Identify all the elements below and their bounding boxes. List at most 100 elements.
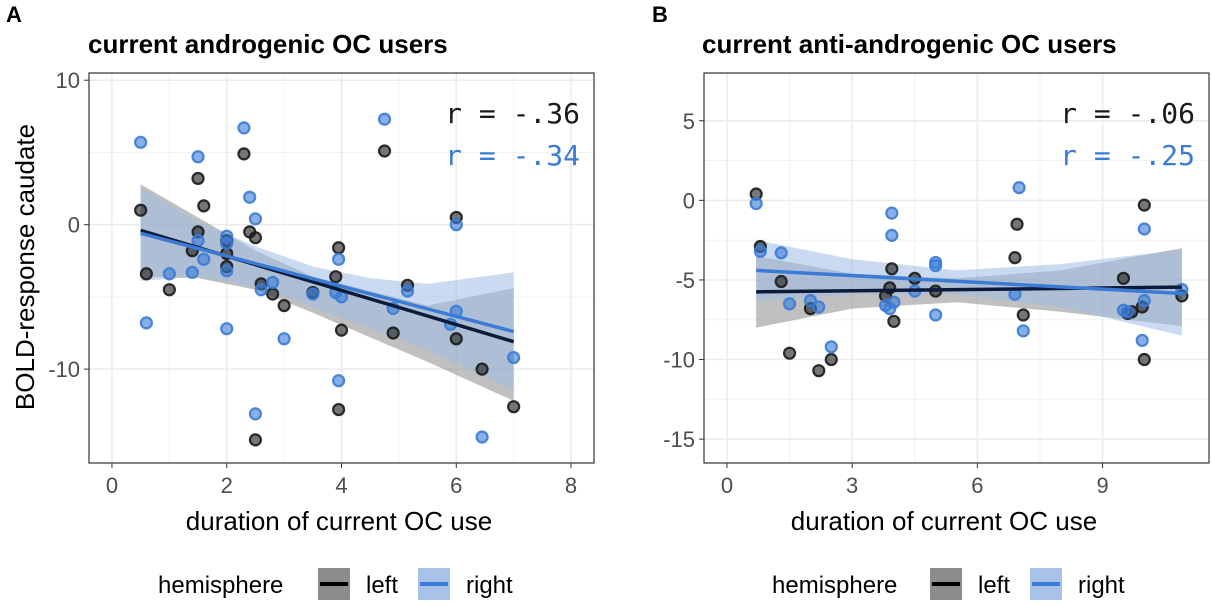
x-tick-label: 6 <box>450 473 462 498</box>
data-point-left <box>266 287 280 301</box>
panel-b-plot-area: 0 3 6 9 -15 -10 -5 0 5 r = -.06 r = -.25 <box>663 72 1210 498</box>
legend-a-label-left: left <box>366 572 398 599</box>
panel-a-letter: A <box>6 2 22 27</box>
fit-line-right <box>140 231 515 334</box>
r-annotation-left: r = -.06 <box>1060 97 1195 130</box>
data-point-right <box>753 244 767 258</box>
data-point-left <box>334 323 349 337</box>
data-point-right <box>185 265 199 279</box>
fit-line-right <box>756 268 1182 296</box>
data-point-left <box>824 352 838 367</box>
panel-b: B current anti-androgenic OC users 0 3 6 9 -… <box>652 2 1210 536</box>
data-point-right <box>774 246 788 260</box>
data-point-right <box>306 287 320 301</box>
data-point-right <box>812 300 826 314</box>
data-point-right <box>782 297 797 311</box>
data-point-left <box>386 326 400 340</box>
r-annotation-right: r = -.25 <box>1060 139 1195 172</box>
data-point-left <box>887 314 901 328</box>
y-tick-label: 0 <box>68 213 80 238</box>
data-point-right <box>220 264 234 278</box>
data-point-right <box>220 322 234 336</box>
r-annotation-left: r = -.36 <box>445 97 580 130</box>
data-point-right <box>400 284 415 298</box>
panel-a-plot-area: 0 2 4 6 8 -10 0 10 r = -.36 r = -.34 <box>48 68 595 498</box>
data-point-right <box>191 233 205 248</box>
data-point-left <box>139 267 153 281</box>
data-point-right <box>803 294 818 308</box>
data-point-left <box>377 144 392 158</box>
data-point-left <box>449 332 463 346</box>
data-point-right <box>887 295 901 309</box>
data-point-right <box>377 112 392 126</box>
data-point-left <box>237 147 251 161</box>
data-point-right <box>220 236 234 251</box>
legend-a-label-right: right <box>466 572 513 599</box>
data-point-right <box>929 308 943 322</box>
x-tick-label: 0 <box>721 473 733 498</box>
panel-b-title: current anti-androgenic OC users <box>702 29 1117 59</box>
data-point-left <box>812 364 826 378</box>
r-annotation-right: r = -.34 <box>445 139 580 172</box>
data-point-left <box>332 241 346 255</box>
data-point-left <box>475 362 489 376</box>
data-point-left <box>134 203 148 217</box>
data-point-right <box>449 218 463 232</box>
panel-a: A current androgenic OC users 0 2 4 6 8 -10 0 1… <box>6 2 595 536</box>
data-point-right <box>475 430 489 444</box>
data-point-right <box>332 374 346 388</box>
data-point-right <box>197 252 211 266</box>
data-point-right <box>1016 324 1030 338</box>
x-tick-label: 0 <box>106 473 118 498</box>
y-tick-label: -5 <box>675 268 695 293</box>
data-point-right <box>134 135 148 149</box>
data-point-right <box>191 150 205 164</box>
legend-b-label-right: right <box>1078 572 1125 599</box>
data-point-left <box>191 171 205 186</box>
data-point-left <box>1137 352 1151 367</box>
data-point-right <box>254 283 268 297</box>
data-point-right <box>248 407 263 421</box>
data-point-left <box>197 199 211 213</box>
panel-frame <box>88 72 595 464</box>
ci-band-right <box>140 187 514 390</box>
y-axis-title: BOLD-response caudate <box>10 124 40 410</box>
data-point-right <box>1012 181 1026 195</box>
data-point-left <box>1016 308 1030 322</box>
data-point-left <box>332 402 346 417</box>
legend-b-title: hemisphere <box>772 572 897 599</box>
data-point-left <box>248 231 263 245</box>
y-tick-label: 5 <box>683 109 695 134</box>
y-tick-label: -10 <box>663 348 695 373</box>
legend-a-title: hemisphere <box>158 572 283 599</box>
data-point-right <box>1137 294 1151 308</box>
data-point-right <box>277 332 291 346</box>
y-tick-label: 0 <box>683 188 695 213</box>
x-tick-label: 8 <box>565 473 577 498</box>
data-point-right <box>749 196 763 211</box>
x-tick-label: 3 <box>846 473 858 498</box>
legend-a: hemisphere left right <box>158 568 513 600</box>
data-point-right <box>824 340 838 354</box>
data-point-left <box>774 274 788 289</box>
data-point-left <box>885 262 899 276</box>
data-point-left <box>329 270 343 284</box>
data-point-right <box>507 350 521 365</box>
data-point-left <box>277 298 291 313</box>
data-point-left <box>507 400 521 414</box>
data-point-left <box>1137 198 1151 212</box>
legend-b-label-left: left <box>978 572 1010 599</box>
data-point-right <box>237 121 251 135</box>
x-tick-label: 9 <box>1096 473 1108 498</box>
data-point-right <box>929 259 943 273</box>
data-point-left <box>1116 271 1131 285</box>
y-tick-label: -15 <box>663 427 695 452</box>
x-tick-label: 2 <box>221 473 233 498</box>
data-point-left <box>162 283 176 297</box>
data-point-right <box>885 228 899 242</box>
data-point-right <box>139 316 153 330</box>
x-tick-label: 4 <box>335 473 347 498</box>
data-point-right <box>266 275 280 290</box>
data-point-right <box>248 212 263 226</box>
